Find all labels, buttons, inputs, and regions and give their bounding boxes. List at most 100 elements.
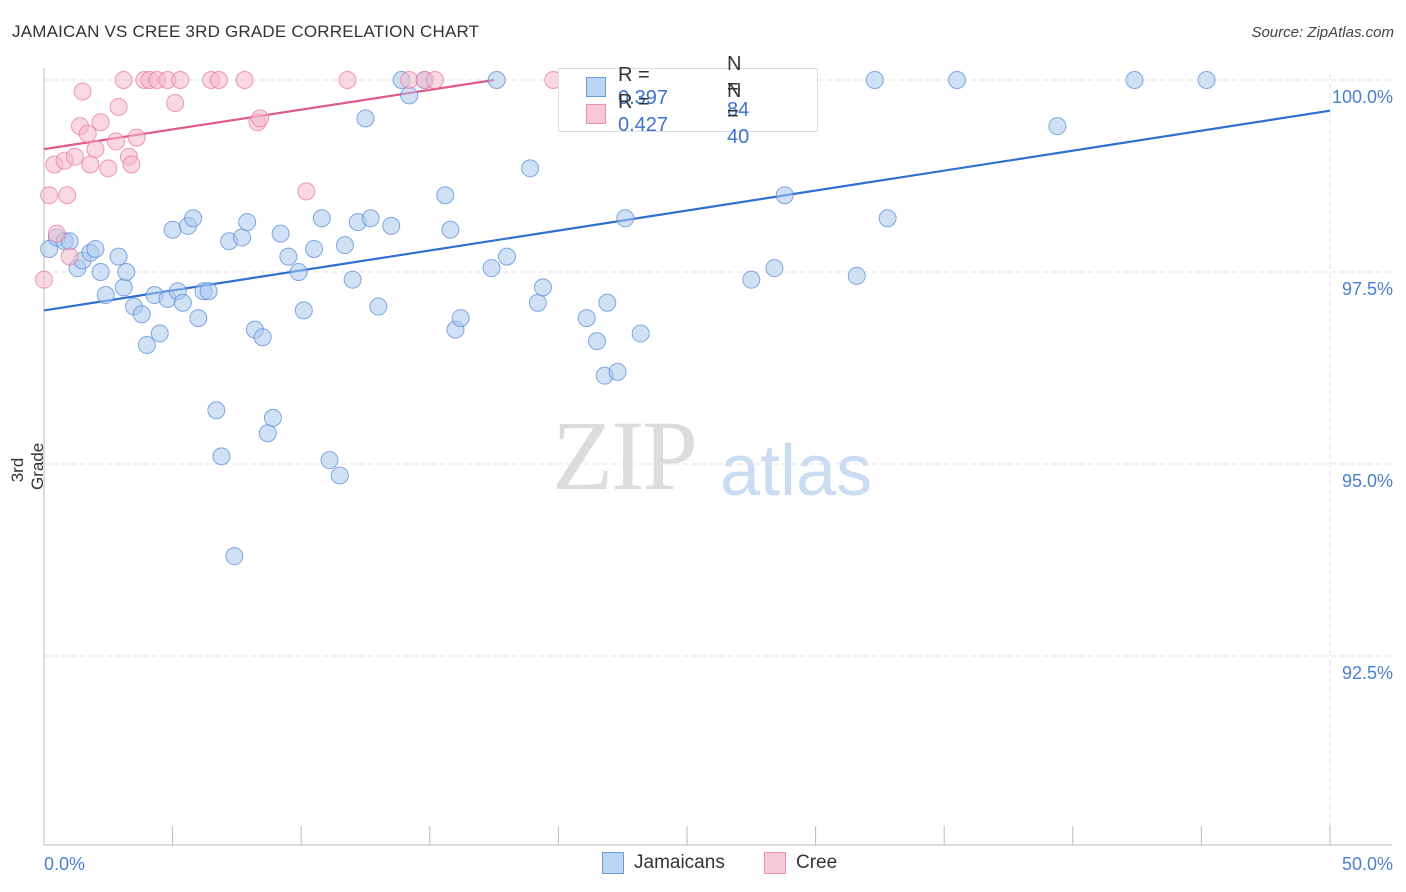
legend-label-cree: Cree — [796, 852, 838, 873]
x-tick-label: 50.0% — [1342, 854, 1393, 874]
cree-point — [47, 224, 66, 243]
jamaican-point — [865, 71, 884, 89]
jamaican-point — [199, 282, 218, 301]
legend-swatch-pink — [586, 104, 606, 124]
jamaican-point — [330, 466, 349, 485]
source-label: Source: ZipAtlas.com — [1251, 24, 1394, 41]
cree-point — [65, 147, 84, 166]
jamaican-point — [96, 286, 115, 305]
jamaican-point — [382, 216, 401, 235]
jamaican-point — [528, 293, 547, 312]
cree-point — [40, 186, 59, 205]
cree-point — [171, 71, 190, 89]
jamaican-point — [482, 259, 501, 278]
jamaican-point — [289, 263, 308, 281]
legend-n-label: N = — [727, 79, 742, 125]
jamaican-point — [238, 213, 257, 232]
cree-point — [73, 82, 92, 101]
jamaican-point — [361, 209, 380, 228]
jamaican-point — [109, 247, 128, 266]
jamaican-point — [225, 547, 244, 566]
y-tick-label: 100.0% — [1332, 87, 1393, 107]
jamaican-point — [497, 247, 516, 266]
series-legend: Jamaicans Cree — [0, 852, 1406, 876]
jamaican-point — [173, 293, 192, 312]
trend-line-jamaicans — [43, 109, 1331, 312]
jamaican-point — [577, 309, 596, 328]
chart-title: JAMAICAN VS CREE 3RD GRADE CORRELATION C… — [12, 22, 480, 41]
jamaican-point — [258, 424, 277, 443]
jamaican-point — [521, 159, 540, 178]
jamaican-point — [86, 239, 105, 258]
cree-point — [338, 71, 357, 89]
legend-swatch-blue — [586, 77, 606, 97]
jamaican-point — [587, 332, 606, 351]
jamaican-point — [312, 209, 331, 228]
jamaican-point — [775, 186, 794, 205]
jamaican-point — [598, 293, 617, 312]
jamaican-point — [1197, 71, 1216, 89]
jamaican-point — [441, 220, 460, 239]
jamaican-point — [207, 401, 226, 420]
jamaican-point — [616, 209, 635, 228]
legend-item-cree[interactable]: Cree — [764, 852, 837, 874]
cree-point — [109, 97, 128, 116]
jamaican-point — [189, 309, 208, 328]
cree-point — [81, 155, 100, 174]
cree-point — [400, 71, 419, 89]
jamaican-point — [184, 209, 203, 228]
cree-point — [91, 113, 110, 132]
data-points — [35, 71, 1216, 566]
cree-point — [122, 155, 141, 174]
correlation-legend: R = 0.397 N = 84 R = 0.427 N = 40 — [558, 53, 818, 148]
watermark-atlas: atlas — [720, 431, 873, 511]
jamaican-point — [263, 408, 282, 427]
legend-r-value: 0.397 — [618, 87, 669, 109]
jamaican-point — [765, 259, 784, 278]
jamaican-point — [335, 236, 354, 255]
jamaican-point — [343, 270, 362, 289]
jamaican-point — [320, 451, 339, 470]
legend-label-jamaicans: Jamaicans — [634, 852, 725, 873]
cree-point — [127, 128, 146, 147]
jamaican-point — [132, 305, 151, 324]
jamaican-point — [631, 324, 650, 343]
jamaican-point — [436, 186, 455, 205]
cree-point — [235, 71, 254, 89]
jamaican-point — [608, 362, 627, 381]
tick-labels: 100.0% 97.5% 95.0% 92.5% 0.0% 50.0% — [44, 87, 1393, 874]
cree-point — [35, 270, 53, 289]
legend-item-jamaicans[interactable]: Jamaicans — [602, 852, 725, 874]
x-tick-label: 0.0% — [44, 854, 85, 874]
cree-point — [99, 159, 118, 178]
jamaican-point — [487, 71, 506, 89]
jamaican-point — [742, 270, 761, 289]
cree-point — [209, 71, 228, 89]
jamaican-point — [305, 239, 324, 258]
y-tick-label: 97.5% — [1342, 279, 1393, 299]
y-tick-label: 95.0% — [1342, 471, 1393, 491]
jamaican-point — [400, 86, 419, 105]
jamaican-point — [1048, 117, 1067, 136]
legend-r-value: 0.427 — [618, 114, 669, 136]
legend-n-label: N = — [727, 52, 742, 98]
cree-point — [114, 71, 133, 89]
legend-r-label: R = — [618, 91, 650, 113]
jamaican-point — [137, 335, 156, 354]
jamaican-point — [847, 266, 866, 285]
jamaican-point — [533, 278, 552, 297]
cree-point — [107, 132, 126, 151]
jamaican-point — [212, 447, 231, 466]
jamaican-point — [356, 109, 375, 128]
cree-point — [425, 71, 444, 89]
cree-point — [78, 124, 97, 143]
axes — [43, 68, 1392, 846]
jamaican-point — [451, 309, 470, 328]
y-tick-label: 92.5% — [1342, 663, 1393, 683]
jamaican-point — [948, 71, 967, 89]
jamaican-point — [163, 220, 182, 239]
legend-n-value: 84 — [727, 98, 750, 121]
jamaican-point — [878, 209, 897, 228]
jamaican-point — [294, 301, 313, 320]
